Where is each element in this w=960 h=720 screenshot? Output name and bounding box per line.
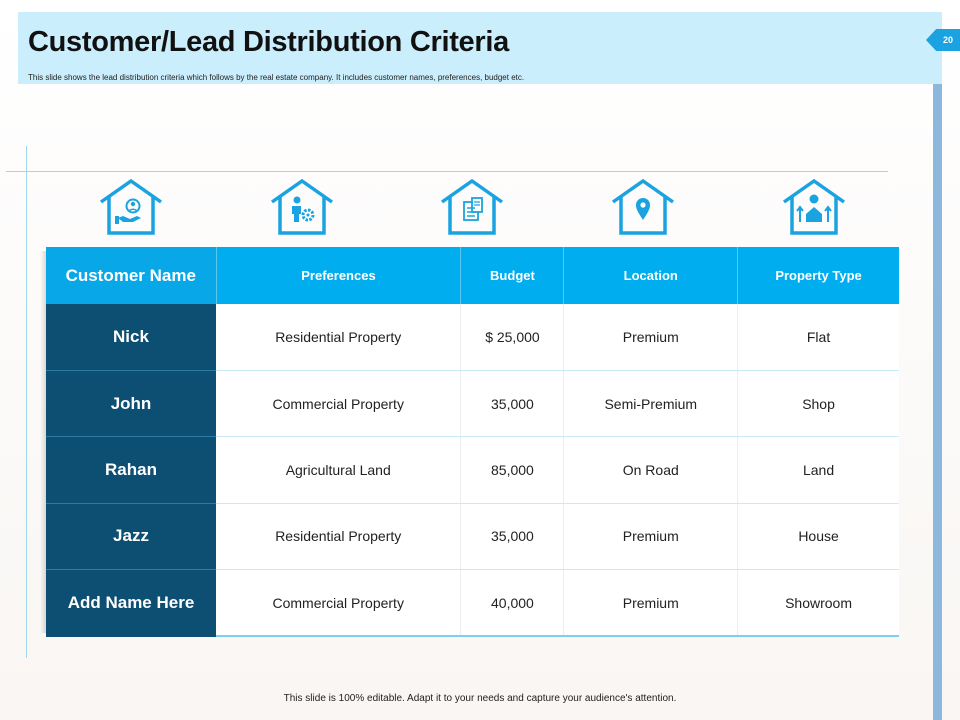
property-type-cell: Shop — [737, 370, 899, 438]
location-cell: Premium — [563, 304, 739, 371]
location-cell: Semi-Premium — [563, 370, 739, 438]
preferences-cell: Agricultural Land — [216, 436, 462, 504]
customer-name-cell: Jazz — [46, 503, 216, 571]
property-type-cell: Land — [737, 436, 899, 504]
column-header-budget: Budget — [460, 247, 565, 304]
location-house-icon — [612, 178, 675, 235]
icon-cell — [217, 178, 388, 236]
preferences-cell: Residential Property — [216, 304, 462, 371]
property-type-cell: Flat — [737, 304, 899, 371]
horizontal-guide-line — [6, 171, 888, 172]
icon-cell — [728, 178, 899, 236]
table-shadow — [40, 251, 48, 633]
property-type-cell: House — [737, 503, 899, 571]
icon-cell — [387, 178, 558, 236]
property-type-cell: Showroom — [737, 569, 899, 637]
table-row: Rahan Agricultural Land 85,000 On Road L… — [46, 436, 899, 504]
preferences-cell: Residential Property — [216, 503, 462, 571]
column-header-customer-name: Customer Name — [46, 247, 217, 304]
page-title: Customer/Lead Distribution Criteria — [28, 26, 509, 58]
budget-house-icon — [441, 178, 504, 235]
location-cell: Premium — [563, 503, 739, 571]
table-header-row: Customer Name Preferences Budget Locatio… — [46, 247, 899, 304]
customer-house-icon — [100, 178, 163, 235]
table-row: Add Name Here Commercial Property 40,000… — [46, 569, 899, 637]
budget-cell: 35,000 — [460, 370, 565, 438]
customer-name-cell: Add Name Here — [46, 569, 216, 637]
preferences-cell: Commercial Property — [216, 569, 462, 637]
customer-name-cell: John — [46, 370, 216, 438]
icon-cell — [558, 178, 729, 236]
vertical-guide-line — [26, 146, 27, 658]
preferences-house-icon — [270, 178, 333, 235]
location-cell: On Road — [563, 436, 739, 504]
page-number-badge: 20 — [926, 29, 960, 51]
slide-header: Customer/Lead Distribution Criteria This… — [18, 12, 942, 84]
customer-name-cell: Nick — [46, 304, 216, 371]
location-cell: Premium — [563, 569, 739, 637]
right-accent-bar — [933, 84, 942, 720]
preferences-cell: Commercial Property — [216, 370, 462, 438]
budget-cell: 35,000 — [460, 503, 565, 571]
table-row: Nick Residential Property $ 25,000 Premi… — [46, 304, 899, 371]
table-row: John Commercial Property 35,000 Semi-Pre… — [46, 370, 899, 438]
budget-cell: $ 25,000 — [460, 304, 565, 371]
column-header-preferences: Preferences — [216, 247, 462, 304]
table-row: Jazz Residential Property 35,000 Premium… — [46, 503, 899, 571]
page-subtitle: This slide shows the lead distribution c… — [28, 73, 525, 82]
icon-row — [46, 178, 899, 236]
lead-distribution-table: Customer Name Preferences Budget Locatio… — [46, 247, 899, 637]
footer-note: This slide is 100% editable. Adapt it to… — [283, 693, 677, 704]
customer-name-cell: Rahan — [46, 436, 216, 504]
budget-cell: 85,000 — [460, 436, 565, 504]
icon-cell — [46, 178, 217, 236]
column-header-location: Location — [563, 247, 739, 304]
column-header-property-type: Property Type — [737, 247, 899, 304]
budget-cell: 40,000 — [460, 569, 565, 637]
property-type-house-icon — [782, 178, 845, 235]
